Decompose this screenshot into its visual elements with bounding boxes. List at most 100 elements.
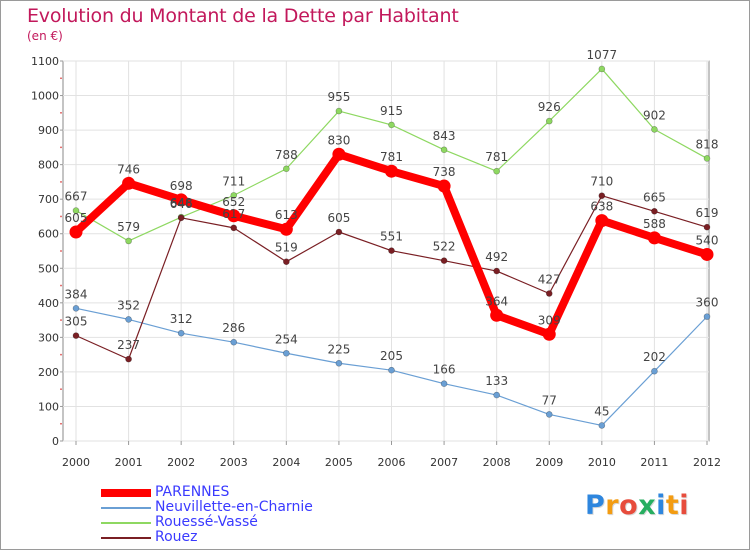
data-label: 202 bbox=[643, 350, 666, 364]
data-point bbox=[703, 155, 711, 162]
legend-label: Rouez bbox=[155, 529, 198, 545]
data-label: 619 bbox=[696, 206, 719, 220]
legend-label: Rouessé-Vassé bbox=[155, 514, 258, 530]
x-tick-label: 2004 bbox=[272, 456, 300, 469]
data-point bbox=[72, 305, 80, 312]
x-tick-label: 2006 bbox=[378, 456, 406, 469]
x-tick-label: 2001 bbox=[115, 456, 143, 469]
axis-ticks: 0 100 200 300 400 500 600 700 800 900 1000 1100 2000… bbox=[31, 55, 721, 469]
data-label: 613 bbox=[275, 208, 298, 222]
y-tick-label: 800 bbox=[38, 159, 59, 172]
data-label: 955 bbox=[327, 90, 350, 104]
data-point bbox=[174, 193, 188, 207]
data-label: 133 bbox=[485, 374, 508, 388]
data-label: 646 bbox=[170, 197, 193, 211]
data-point bbox=[545, 411, 553, 418]
data-label: 665 bbox=[643, 190, 666, 204]
data-point bbox=[542, 327, 556, 341]
data-point bbox=[125, 355, 132, 363]
x-tick-label: 2007 bbox=[430, 456, 458, 469]
data-label: 225 bbox=[327, 342, 350, 356]
y-tick-label: 900 bbox=[38, 124, 59, 137]
x-tick-label: 2005 bbox=[325, 456, 353, 469]
data-label: 818 bbox=[696, 137, 719, 151]
data-label: 364 bbox=[485, 294, 508, 308]
data-point bbox=[177, 329, 185, 337]
data-label: 902 bbox=[643, 108, 666, 122]
data-label: 926 bbox=[538, 100, 561, 114]
data-point bbox=[283, 258, 290, 266]
data-label: 781 bbox=[485, 150, 508, 164]
data-point bbox=[335, 228, 343, 236]
brand-letter: r bbox=[605, 490, 620, 521]
data-label: 605 bbox=[327, 211, 350, 225]
legend-item: PARENNES bbox=[101, 485, 313, 500]
data-point bbox=[647, 231, 661, 245]
data-point bbox=[437, 179, 451, 193]
data-point bbox=[385, 164, 398, 178]
data-label: 540 bbox=[696, 233, 719, 247]
data-point bbox=[545, 290, 553, 297]
y-tick-label: 400 bbox=[38, 297, 59, 310]
data-label: 617 bbox=[222, 207, 245, 221]
data-point bbox=[227, 209, 241, 223]
legend-swatch bbox=[101, 536, 151, 539]
data-point bbox=[700, 247, 714, 261]
data-label: 605 bbox=[65, 211, 88, 225]
data-point bbox=[598, 422, 606, 429]
data-point bbox=[177, 214, 185, 222]
y-tick-label: 700 bbox=[38, 193, 59, 206]
data-label: 1077 bbox=[587, 48, 618, 62]
data-point bbox=[388, 366, 395, 374]
data-label: 698 bbox=[170, 179, 193, 193]
y-tick-label: 300 bbox=[38, 331, 59, 344]
x-tick-label: 2011 bbox=[640, 456, 668, 469]
data-label: 638 bbox=[590, 200, 613, 214]
data-point bbox=[69, 225, 83, 239]
data-point bbox=[125, 316, 132, 323]
data-point bbox=[493, 391, 500, 399]
data-point bbox=[651, 207, 658, 215]
brand-letter: x bbox=[638, 490, 657, 521]
x-tick-label: 2008 bbox=[483, 456, 511, 469]
data-label: 45 bbox=[594, 404, 609, 418]
data-label: 166 bbox=[433, 363, 456, 377]
data-point bbox=[388, 121, 395, 129]
brand-letter: t bbox=[665, 490, 680, 521]
data-label: 738 bbox=[433, 165, 456, 179]
x-tick-label: 2002 bbox=[167, 456, 195, 469]
data-point bbox=[230, 224, 238, 232]
y-tick-label: 600 bbox=[38, 228, 59, 241]
data-point bbox=[703, 223, 711, 231]
legend-swatch bbox=[101, 506, 151, 509]
data-point bbox=[598, 65, 606, 73]
data-label: 648 bbox=[170, 196, 193, 210]
grid-lines bbox=[63, 60, 709, 442]
brand-logo: Proxiti bbox=[585, 490, 689, 521]
data-point bbox=[230, 192, 238, 199]
data-label: 309 bbox=[538, 313, 561, 327]
data-label: 588 bbox=[643, 217, 666, 231]
data-label: 492 bbox=[485, 250, 508, 264]
legend-label: PARENNES bbox=[155, 484, 230, 500]
data-point bbox=[545, 117, 553, 125]
data-label: 843 bbox=[433, 129, 456, 143]
y-tick-label: 200 bbox=[38, 366, 59, 379]
data-label: 579 bbox=[117, 220, 140, 234]
legend-swatch bbox=[101, 521, 151, 524]
data-labels: 605 746 698 652 613 830 781 738 364 309 638 588 540 3… bbox=[65, 48, 719, 419]
y-tick-label: 1000 bbox=[31, 90, 59, 103]
legend-label: Neuvillette-en-Charnie bbox=[155, 499, 313, 515]
data-point bbox=[72, 332, 80, 339]
data-point bbox=[490, 308, 504, 322]
data-point bbox=[230, 338, 238, 346]
data-point bbox=[595, 214, 609, 228]
data-point bbox=[335, 359, 343, 367]
data-point bbox=[493, 267, 500, 275]
legend-item: Neuvillette-en-Charnie bbox=[101, 500, 313, 515]
data-point bbox=[279, 222, 293, 236]
data-label: 384 bbox=[65, 287, 88, 301]
plot-area bbox=[62, 60, 710, 442]
data-label: 205 bbox=[380, 349, 403, 363]
